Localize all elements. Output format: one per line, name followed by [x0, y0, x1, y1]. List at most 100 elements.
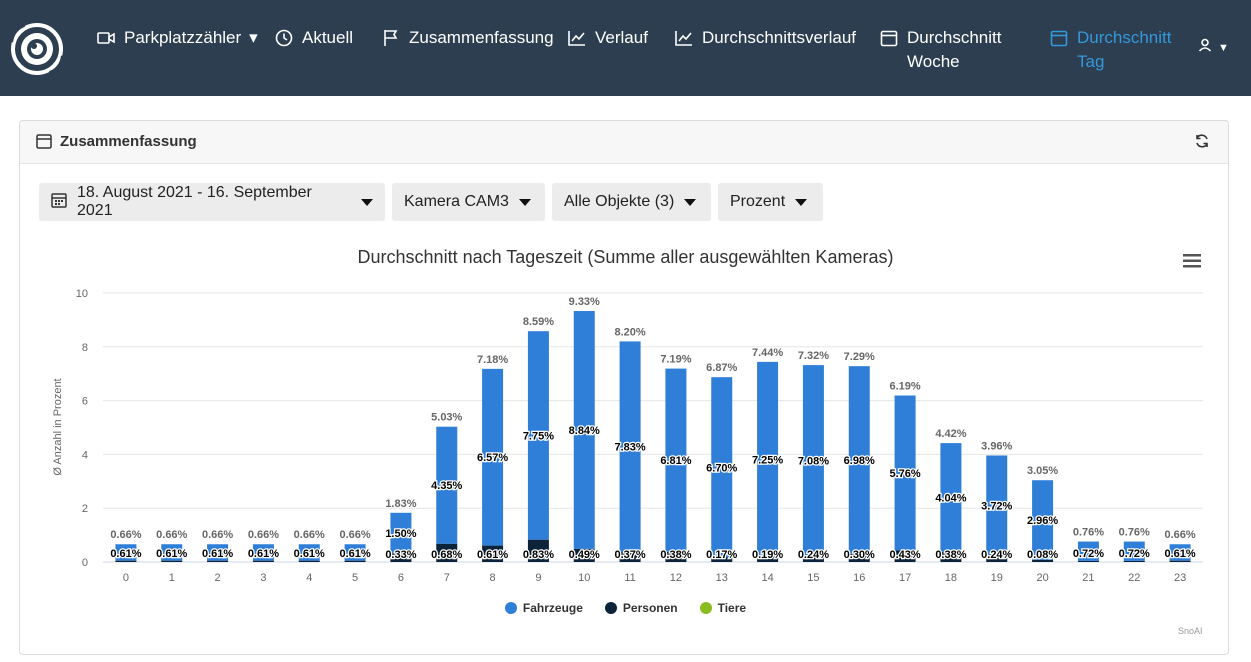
fahrzeuge-data-label: 5.76% [889, 468, 920, 480]
x-tick-label: 10 [578, 572, 590, 584]
bar-personen [894, 550, 916, 562]
nav-label: Durchschnitt Tag [1077, 28, 1172, 71]
dropdown-caret-icon: ▾ [249, 28, 258, 47]
fahrzeuge-data-label: 0.61% [1164, 548, 1195, 560]
bar-fahrzeuge [390, 512, 412, 554]
calendar-icon [879, 26, 899, 50]
chart-menu-icon[interactable] [1183, 254, 1201, 273]
y-tick-label: 10 [76, 288, 88, 300]
personen-data-label: 0.37% [614, 549, 645, 561]
bar-fahrzeuge [894, 395, 916, 551]
y-tick-label: 0 [82, 557, 88, 569]
bar-fahrzeuge [344, 544, 366, 561]
nav-durchschnitt-tag[interactable]: Durchschnitt Tag [1049, 26, 1179, 74]
nav-verlauf[interactable]: Verlauf [567, 26, 648, 50]
total-data-label: 7.29% [844, 351, 875, 363]
clock-icon [274, 26, 294, 50]
bar-fahrzeuge [482, 368, 504, 546]
bar-personen [527, 539, 549, 562]
legend-label: Tiere [717, 601, 747, 615]
caret-down-icon [361, 198, 373, 206]
total-data-label: 0.66% [202, 529, 233, 541]
x-tick-label: 5 [352, 572, 358, 584]
objects-select[interactable]: Alle Objekte (3) [552, 183, 711, 221]
mode-select[interactable]: Prozent [718, 183, 823, 221]
caret-down-icon [684, 198, 697, 206]
date-range-picker[interactable]: 18. August 2021 - 16. September 2021 [39, 183, 385, 221]
bar-personen [573, 548, 595, 562]
fahrzeuge-data-label: 0.61% [248, 548, 279, 560]
chart-title: Durchschnitt nach Tageszeit (Summe aller… [357, 247, 894, 267]
nav-label: Aktuell [302, 28, 354, 47]
fahrzeuge-data-label: 0.72% [1073, 548, 1104, 560]
nav-zusammenfassung[interactable]: Zusammenfassung [381, 26, 554, 50]
total-data-label: 8.59% [523, 316, 554, 328]
x-tick-label: 1 [169, 572, 175, 584]
fahrzeuge-data-label: 6.70% [706, 462, 737, 474]
bar-fahrzeuge [1077, 541, 1099, 561]
total-data-label: 0.66% [294, 529, 325, 541]
personen-data-label: 0.24% [798, 549, 829, 561]
camera-select[interactable]: Kamera CAM3 [392, 183, 545, 221]
nav-aktuell[interactable]: Aktuell [274, 26, 353, 50]
bar-fahrzeuge [757, 361, 779, 557]
chart-legend: Fahrzeuge Personen Tiere [0, 601, 1251, 615]
total-data-label: 0.66% [156, 529, 187, 541]
fahrzeuge-data-label: 0.61% [202, 548, 233, 560]
bar-personen [1169, 560, 1191, 562]
nav-durchschnitt-woche[interactable]: Durchschnitt Woche [879, 26, 1009, 74]
y-tick-label: 2 [82, 503, 88, 515]
personen-data-label: 0.33% [385, 549, 416, 561]
personen-data-label: 0.61% [477, 549, 508, 561]
refresh-icon[interactable] [1194, 133, 1210, 154]
x-tick-label: 6 [398, 572, 404, 584]
x-tick-label: 21 [1082, 572, 1094, 584]
nav-parkplatzzaehler[interactable]: Parkplatzzähler ▾ [96, 26, 258, 50]
bar-personen [940, 551, 962, 562]
bar-personen [802, 555, 824, 562]
legend-item[interactable]: Fahrzeuge [504, 601, 583, 615]
y-tick-label: 4 [82, 449, 88, 461]
user-menu[interactable]: ▼ [1198, 38, 1229, 57]
bar-personen [1077, 560, 1099, 562]
nav-label: Verlauf [595, 28, 648, 47]
total-data-label: 3.05% [1027, 465, 1058, 477]
x-tick-label: 19 [991, 572, 1003, 584]
bar-fahrzeuge [115, 544, 137, 561]
personen-data-label: 0.68% [431, 549, 462, 561]
x-tick-label: 13 [716, 572, 728, 584]
user-icon [1198, 38, 1212, 57]
fahrzeuge-data-label: 0.61% [156, 548, 187, 560]
legend-item[interactable]: Personen [604, 601, 678, 615]
bar-fahrzeuge [207, 544, 229, 561]
mode-value: Prozent [730, 193, 786, 210]
total-data-label: 7.44% [752, 347, 783, 359]
bar-personen [619, 552, 641, 562]
total-data-label: 7.18% [477, 354, 508, 366]
x-tick-label: 15 [807, 572, 819, 584]
x-tick-label: 12 [670, 572, 682, 584]
bar-fahrzeuge [665, 368, 687, 552]
caret-down-icon [518, 198, 531, 206]
bar-personen [298, 560, 320, 562]
top-navbar: Parkplatzzähler ▾ Aktuell Zusammenfassun… [0, 0, 1251, 96]
fahrzeuge-data-label: 0.61% [294, 548, 325, 560]
nav-durchschnittsverlauf[interactable]: Durchschnittsverlauf [674, 26, 856, 50]
bar-fahrzeuge [573, 311, 595, 549]
legend-label: Fahrzeuge [522, 601, 583, 615]
app-logo-icon[interactable] [7, 20, 67, 78]
legend-item[interactable]: Tiere [699, 601, 747, 615]
total-data-label: 9.33% [569, 296, 600, 308]
legend-label: Personen [622, 601, 678, 615]
x-tick-label: 2 [215, 572, 221, 584]
date-range-value: 18. August 2021 - 16. September 2021 [77, 184, 312, 219]
calendar-icon [51, 192, 67, 213]
fahrzeuge-data-label: 7.25% [752, 454, 783, 466]
bar-personen [436, 543, 458, 562]
personen-data-label: 0.38% [660, 549, 691, 561]
bar-fahrzeuge [711, 377, 733, 558]
caret-down-icon [795, 198, 808, 206]
bar-personen [848, 553, 870, 562]
calendar-icon [36, 133, 52, 154]
fahrzeuge-data-label: 6.81% [660, 455, 691, 467]
